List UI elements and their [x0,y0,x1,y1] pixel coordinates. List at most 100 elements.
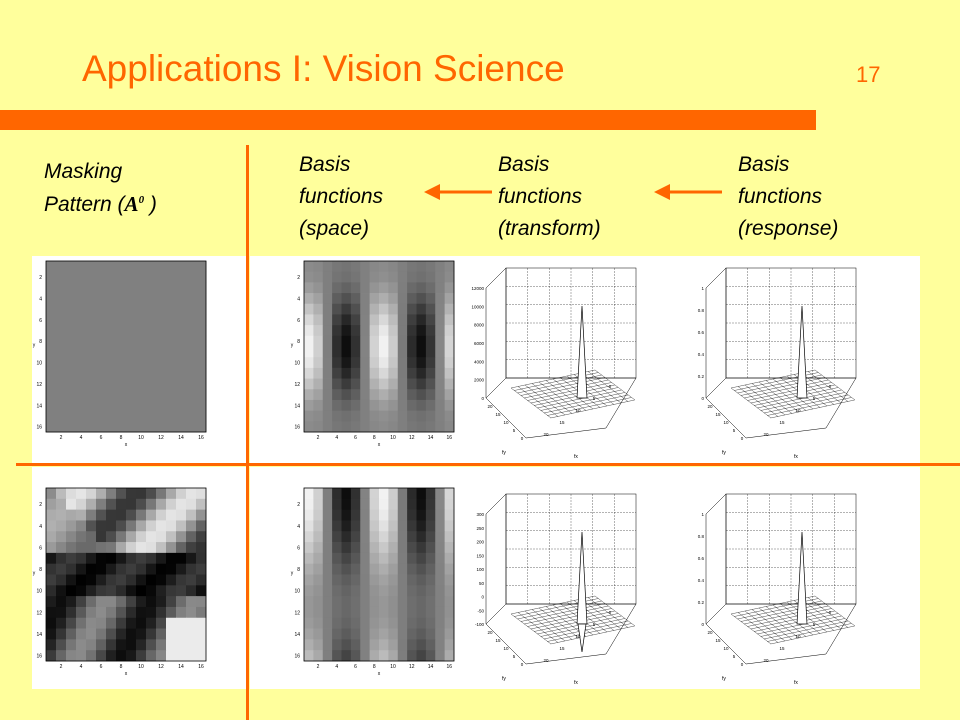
pixel [313,606,324,619]
pixel [304,617,314,629]
fy-tick-label: 20 [707,630,713,635]
pixel [407,389,417,401]
pixel [369,639,380,651]
pixel [146,378,157,390]
pixel [86,389,97,401]
pixel [196,367,207,379]
z-tick-label: -100 [475,622,485,627]
pixel [407,346,417,358]
pixel [388,617,399,629]
pixel [407,399,417,412]
pixel [46,585,57,597]
pixel [304,585,314,597]
pixel [322,357,333,369]
pixel [444,282,455,294]
pixel [86,335,97,347]
pixel [350,520,361,532]
fy-tick-label: 5 [733,428,736,433]
pixel [186,574,197,586]
pixel [56,509,67,521]
pixel [304,410,314,422]
mesh-line [550,399,635,419]
pixel [96,303,107,315]
y-tick-label: 14 [294,403,300,409]
y-tick-label: 4 [297,524,300,530]
pixel [407,261,417,273]
pixel [332,335,342,347]
pixel [146,498,157,511]
pixel [136,303,147,315]
pixel [106,282,117,294]
header-masking-line2: Pattern (A0 ) [44,186,157,219]
pixel [76,303,87,315]
pixel [156,421,167,433]
y-tick-label: 14 [36,403,42,409]
pixel [176,293,187,305]
pixel [425,346,436,358]
pixel [304,488,314,500]
pixel [313,498,324,511]
pixel [66,639,77,651]
pixel [106,563,117,575]
pixel [304,367,314,379]
pixel [350,585,361,597]
pixel [66,617,77,629]
pixel [126,325,137,337]
y-tick-label: 16 [294,654,300,660]
mesh-line [763,620,849,640]
pixel [397,531,408,543]
pixel [96,596,107,608]
z-tick-label: -50 [477,608,484,613]
pixel [56,314,67,326]
masking-prefix: Pattern ( [44,193,125,216]
pixel [407,498,417,511]
pixel [86,596,97,608]
pixel [86,421,97,433]
pixel [350,399,361,412]
pixel [186,303,197,315]
pixel [66,520,77,532]
pixel [341,542,352,554]
pixel [116,293,127,305]
pixel [66,271,77,283]
pixel [435,271,446,283]
x-tick-label: 8 [373,435,376,441]
pixel [322,650,333,662]
gabor-basis-image-top: 2 2 4 4 6 6 8 8 10 10 12 12 14 14 16 16 x y [291,260,455,448]
z-tick-label: 250 [476,526,484,531]
pixel [388,574,399,586]
mesh-line [587,371,629,402]
pixel [116,378,127,390]
pixel [397,520,408,532]
pixel [176,509,187,521]
pixel [86,617,97,629]
pixel [379,585,389,597]
pixel [425,303,436,315]
pixel [350,421,361,433]
pixel [304,531,314,543]
mesh-line [543,394,629,414]
x-axis-label: x [378,671,381,677]
z-tick-label: 0.8 [698,534,705,539]
x-tick-label: 10 [138,664,144,670]
fy-tick-label: 10 [503,420,509,425]
pixel [444,596,455,608]
pixel [46,563,57,575]
y-tick-label: 4 [39,524,42,530]
pixel [425,606,436,619]
z-tick-label: 0.4 [698,578,705,583]
pixel [379,498,389,511]
pixel [304,399,314,412]
pixel [304,282,314,294]
pixel [106,389,117,401]
pixel [146,357,157,369]
pixel [116,488,127,500]
pixel [146,596,157,608]
pixel [176,389,187,401]
pixel [369,282,380,294]
pixel [388,271,399,283]
pixel [56,410,67,422]
pixel [146,389,157,401]
pixel [66,574,77,586]
pixel [360,261,371,273]
